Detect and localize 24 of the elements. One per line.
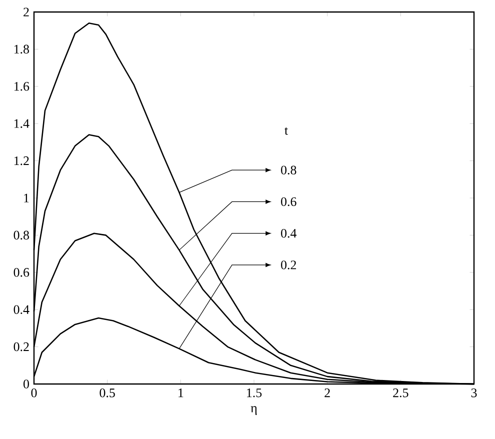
y-tick-label: 1.2	[14, 156, 29, 166]
y-tick-label: 2	[24, 8, 29, 16]
legend-label: 0.4	[281, 228, 297, 238]
y-tick-label: 0	[24, 380, 29, 388]
y-tick-label: 0.6	[14, 268, 30, 277]
y-tick-label: 1.8	[14, 44, 29, 54]
y-tick-label: 1.4	[14, 119, 30, 128]
x-tick-label: 2.5	[393, 388, 408, 398]
legend-label: 0.2	[281, 260, 296, 270]
legend-label: 0.8	[281, 166, 296, 174]
y-tick-label: 0.8	[14, 230, 29, 240]
x-tick-label: 3	[471, 388, 477, 398]
y-tick-label: 1	[24, 194, 29, 202]
y-tick-label: 0.4	[14, 305, 30, 314]
x-tick-label: 1.5	[247, 388, 262, 398]
x-tick-label: 0	[31, 388, 37, 398]
x-tick-label: 2	[324, 388, 330, 398]
y-tick-label: 1.6	[14, 82, 30, 91]
x-tick-label: 1	[178, 388, 184, 398]
legend-label: 0.6	[281, 197, 296, 206]
x-tick-label: 0.5	[100, 388, 115, 398]
y-tick-label: 0.2	[14, 342, 29, 352]
x-axis-title: η	[250, 406, 257, 415]
legend-title: t	[284, 127, 288, 135]
